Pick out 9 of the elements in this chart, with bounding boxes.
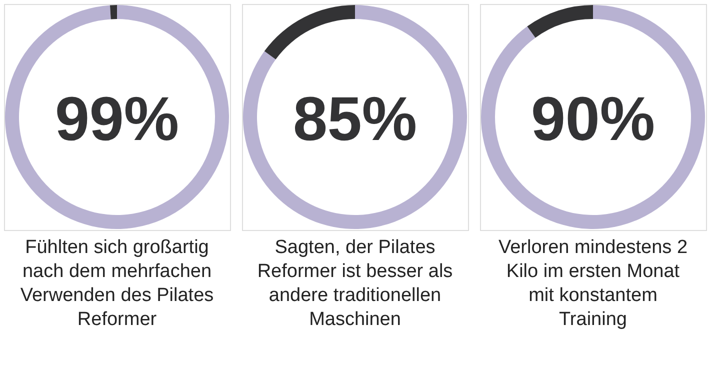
data-label: 99% [54,85,180,154]
text: Fühlten sich großartig nach dem mehrfachen Verwenden des Pilates Reformer [20,237,214,330]
donut-slice [264,5,355,60]
text: Verloren mindestens 2 Kilo im ersten Monat mit konstantem Training [498,237,688,330]
text: Sagten, der Pilates Reformer ist besser als andere traditionellen Maschinen [257,237,453,330]
donut-slice [110,5,117,20]
donut-slice [527,5,593,38]
data-label: 85% [292,85,418,154]
data-label: 90% [530,85,656,154]
